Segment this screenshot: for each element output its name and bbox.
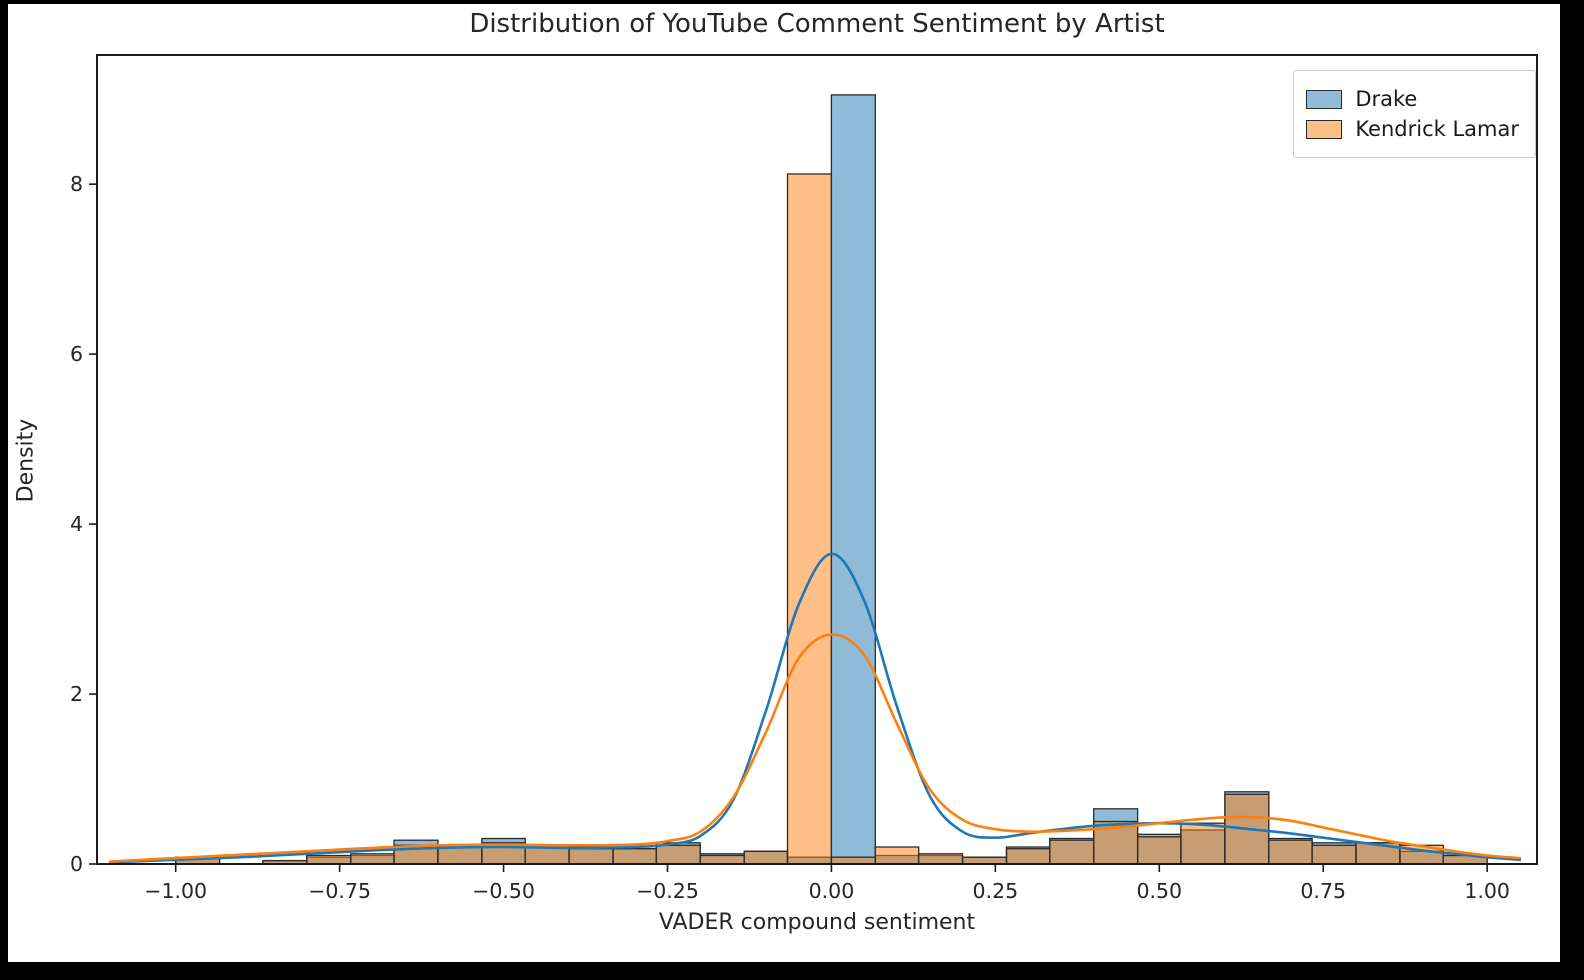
y-tick-label: 4 <box>70 512 83 536</box>
histogram-bar <box>917 853 964 864</box>
legend: Drake Kendrick Lamar <box>1293 70 1536 158</box>
histogram-bar <box>874 846 920 864</box>
histogram-series-1 <box>175 173 1488 864</box>
y-tick-label: 6 <box>70 342 83 366</box>
axes-spines <box>96 54 1538 865</box>
x-tick-label: −0.50 <box>472 879 535 903</box>
y-tick-label: 2 <box>70 682 83 706</box>
histogram-bar <box>568 848 614 864</box>
legend-label-kendrick-lamar: Kendrick Lamar <box>1355 117 1519 141</box>
histogram-bar <box>1137 836 1182 864</box>
figure: Distribution of YouTube Comment Sentimen… <box>8 4 1560 962</box>
x-tick-label: 0.25 <box>973 879 1019 903</box>
histogram-bar <box>743 850 789 864</box>
histogram-bar <box>306 854 352 864</box>
histogram-bar <box>830 94 876 864</box>
x-tick-label: −0.25 <box>636 879 699 903</box>
histogram-bar <box>1268 839 1313 864</box>
y-axis-label: Density <box>13 418 39 503</box>
legend-item-drake: Drake <box>1306 87 1519 111</box>
y-tick-label: 8 <box>70 172 83 196</box>
histogram-bar <box>786 173 833 864</box>
legend-label-drake: Drake <box>1355 87 1418 111</box>
x-tick-label: 0.75 <box>1300 879 1346 903</box>
chart-title: Distribution of YouTube Comment Sentimen… <box>469 9 1165 39</box>
x-tick-label: −0.75 <box>308 879 371 903</box>
x-axis-label: VADER compound sentiment <box>658 910 976 935</box>
histogram-bar <box>1180 822 1226 864</box>
legend-item-kendrick-lamar: Kendrick Lamar <box>1306 117 1519 141</box>
histogram-bar <box>350 853 395 864</box>
legend-swatch-kendrick-lamar <box>1306 119 1343 139</box>
histogram-bar <box>437 846 483 864</box>
x-tick-label: 0.50 <box>1136 879 1182 903</box>
histogram-bar <box>1311 844 1357 864</box>
kde-curve-1 <box>108 633 1522 863</box>
plot-area: −1.00 −0.75 −0.50 −0.25 0.00 0.25 0.50 0.75 1.00… <box>70 54 1538 903</box>
y-tick-label: 0 <box>70 852 83 876</box>
histogram-bar <box>961 856 1008 864</box>
x-tick-label: −1.00 <box>144 879 207 903</box>
plot-contents <box>108 94 1522 864</box>
histogram-bar <box>655 844 701 864</box>
histogram-bar <box>830 856 876 864</box>
legend-swatch-drake <box>1306 89 1343 109</box>
histogram-bar <box>612 848 658 864</box>
histogram-bar <box>1049 839 1095 864</box>
histogram-bar <box>1005 848 1051 864</box>
histogram-bar <box>699 854 745 864</box>
x-tick-label: 1.00 <box>1464 879 1510 903</box>
x-tick-label: 0.00 <box>809 879 855 903</box>
